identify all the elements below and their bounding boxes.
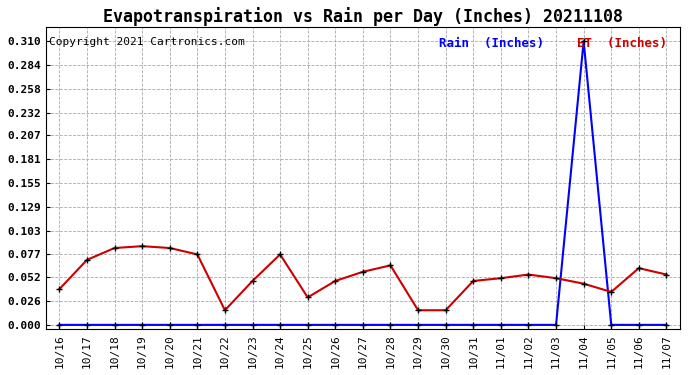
- Text: Copyright 2021 Cartronics.com: Copyright 2021 Cartronics.com: [49, 36, 244, 46]
- Title: Evapotranspiration vs Rain per Day (Inches) 20211108: Evapotranspiration vs Rain per Day (Inch…: [103, 7, 623, 26]
- Text: Rain  (Inches): Rain (Inches): [439, 36, 544, 50]
- Text: ET  (Inches): ET (Inches): [577, 36, 667, 50]
